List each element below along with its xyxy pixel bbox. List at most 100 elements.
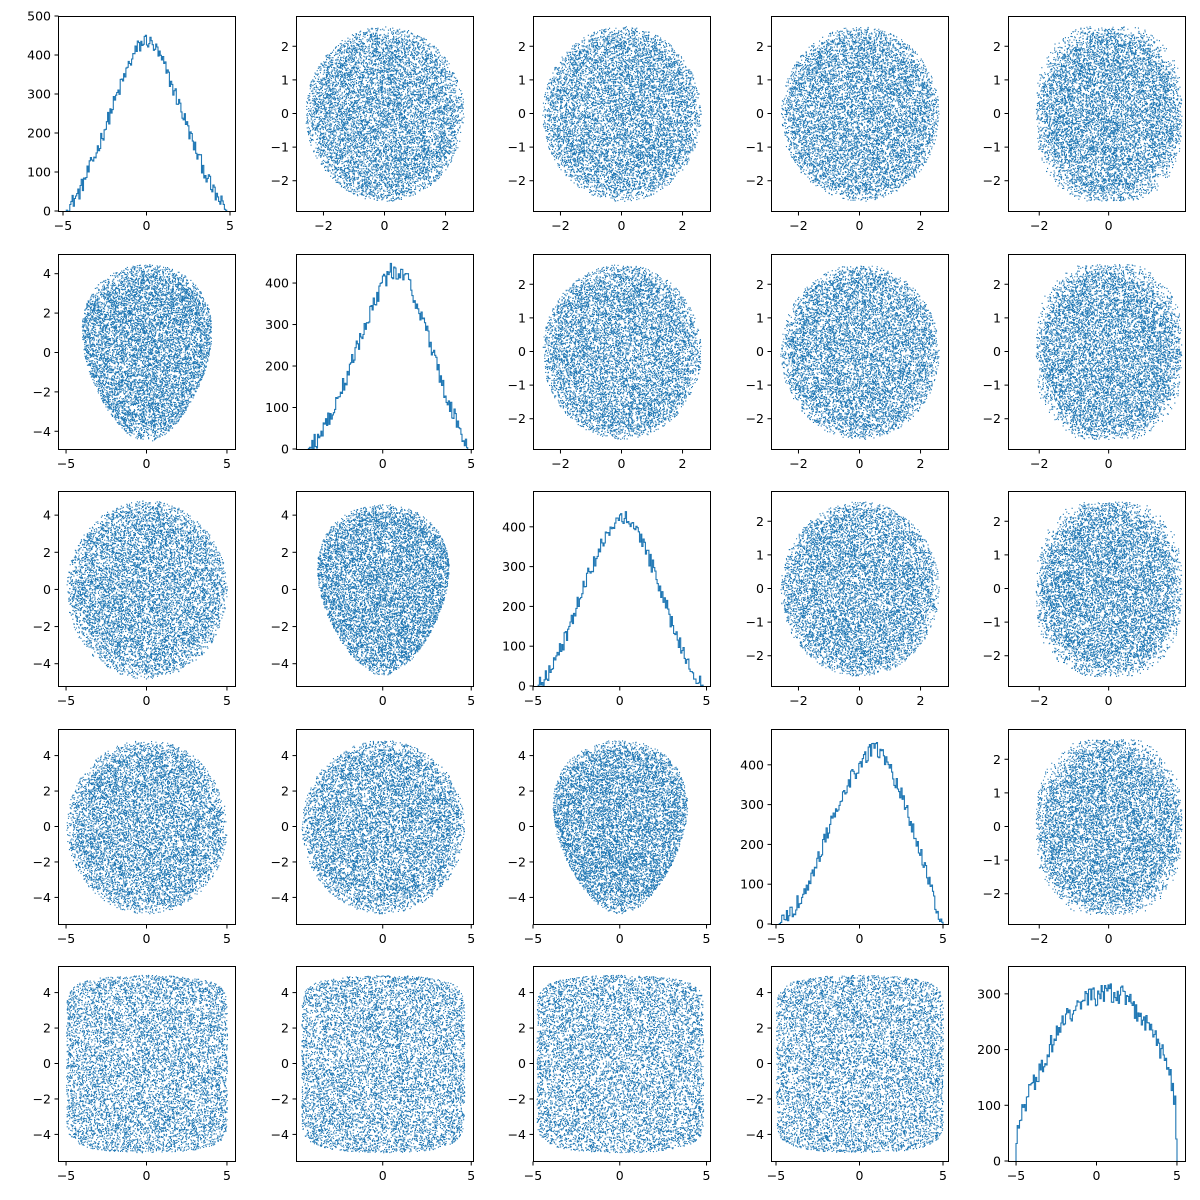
subplot-r0-c3: −2 0 2 −2 −1 0 1 2 xyxy=(746,16,949,233)
subplot-r4-c0: −5 0 5 −4 −2 0 2 4 xyxy=(33,966,236,1183)
x-tick-label: −2 xyxy=(314,218,332,233)
y-tick-label: 100 xyxy=(502,639,526,654)
x-tick-label: 0 xyxy=(379,693,387,708)
y-tick-label: 400 xyxy=(502,519,526,534)
plot-area xyxy=(1035,739,1183,915)
plot-area xyxy=(778,741,944,924)
histogram-line xyxy=(537,511,704,686)
x-tick-label: 5 xyxy=(939,1168,947,1183)
y-tick-label: 4 xyxy=(518,748,526,763)
y-tick-label: 0 xyxy=(281,1056,289,1071)
y-tick-label: 0 xyxy=(993,106,1001,121)
y-tick-label: 1 xyxy=(993,547,1001,562)
y-tick-label: −4 xyxy=(271,656,289,671)
x-tick-label: 0 xyxy=(856,218,864,233)
y-tick-label: 500 xyxy=(27,9,51,24)
y-tick-label: −4 xyxy=(33,424,51,439)
plot-area xyxy=(536,974,705,1154)
y-tick-label: −1 xyxy=(746,378,764,393)
x-tick-label: 2 xyxy=(917,456,925,471)
y-tick-label: 200 xyxy=(740,837,764,852)
y-tick-label: 0 xyxy=(993,344,1001,359)
axes-frame xyxy=(533,491,711,687)
y-tick-label: 2 xyxy=(518,277,526,292)
scatter-points xyxy=(66,740,228,915)
y-tick-label: 0 xyxy=(281,582,289,597)
y-tick-label: 0 xyxy=(993,819,1001,834)
y-tick-label: 0 xyxy=(281,442,289,457)
y-tick-label: −2 xyxy=(271,619,289,634)
y-tick-label: 0 xyxy=(281,106,289,121)
y-tick-label: −2 xyxy=(508,411,526,426)
x-tick-label: −2 xyxy=(551,456,569,471)
y-tick-label: 0 xyxy=(518,1056,526,1071)
x-tick-label: 0 xyxy=(616,931,624,946)
plot-area xyxy=(65,34,228,211)
x-tick-label: −2 xyxy=(1030,931,1048,946)
y-tick-label: 2 xyxy=(993,514,1001,529)
y-tick-label: −2 xyxy=(33,854,51,869)
y-tick-label: −2 xyxy=(33,384,51,399)
y-tick-label: 2 xyxy=(993,39,1001,54)
scatter-points xyxy=(301,975,466,1154)
y-tick-label: 400 xyxy=(265,276,289,291)
scatter-points xyxy=(1035,264,1183,440)
plot-area xyxy=(81,264,212,442)
x-tick-label: −2 xyxy=(1030,456,1048,471)
y-tick-label: 4 xyxy=(281,508,289,523)
subplot-r1-c0: −5 0 5 −4 −2 0 2 4 xyxy=(33,254,236,471)
x-tick-label: 0 xyxy=(856,693,864,708)
x-tick-label: 2 xyxy=(679,456,687,471)
y-tick-label: −4 xyxy=(271,890,289,905)
y-tick-label: 2 xyxy=(518,784,526,799)
x-tick-label: −5 xyxy=(767,1168,785,1183)
y-tick-label: 1 xyxy=(756,72,764,87)
subplot-r2-c4: −2 0 −2 −1 0 1 2 xyxy=(983,491,1186,708)
y-tick-label: 400 xyxy=(740,757,764,772)
y-tick-label: 2 xyxy=(43,306,51,321)
x-tick-label: 5 xyxy=(703,931,711,946)
scatter-points xyxy=(81,264,212,442)
y-tick-label: 2 xyxy=(756,39,764,54)
x-tick-label: −5 xyxy=(57,456,75,471)
y-tick-label: −2 xyxy=(746,411,764,426)
x-tick-label: 5 xyxy=(467,456,475,471)
y-tick-label: 4 xyxy=(756,985,764,1000)
x-tick-label: 0 xyxy=(1105,456,1113,471)
y-tick-label: 0 xyxy=(518,819,526,834)
scatter-points xyxy=(542,26,702,202)
scatter-points xyxy=(1035,739,1183,915)
y-tick-label: 0 xyxy=(756,106,764,121)
x-tick-label: 0 xyxy=(143,693,151,708)
plot-area xyxy=(537,511,704,686)
y-tick-label: −2 xyxy=(983,173,1001,188)
plot-area xyxy=(780,501,940,677)
y-tick-label: −1 xyxy=(983,378,1001,393)
x-tick-label: 0 xyxy=(1105,693,1113,708)
y-tick-label: −2 xyxy=(746,648,764,663)
x-tick-label: 5 xyxy=(223,1168,231,1183)
y-tick-label: −4 xyxy=(33,656,51,671)
plot-area xyxy=(542,26,702,202)
subplot-r3-c2: −5 0 5 −4 −2 0 2 4 xyxy=(508,729,711,946)
y-tick-label: 2 xyxy=(281,39,289,54)
subplot-r4-c3: −5 0 5 −4 −2 0 2 4 xyxy=(746,966,949,1183)
plot-area xyxy=(542,264,702,440)
x-tick-label: −2 xyxy=(1030,218,1048,233)
plot-area xyxy=(301,740,465,915)
x-tick-label: 0 xyxy=(379,456,387,471)
y-tick-label: −4 xyxy=(508,890,526,905)
x-tick-label: 5 xyxy=(223,931,231,946)
y-tick-label: 100 xyxy=(27,165,51,180)
y-tick-label: −2 xyxy=(271,173,289,188)
x-tick-label: −2 xyxy=(1030,693,1048,708)
axes-frame xyxy=(296,254,474,450)
y-tick-label: 200 xyxy=(265,359,289,374)
x-tick-label: 0 xyxy=(379,1168,387,1183)
y-tick-label: −1 xyxy=(983,140,1001,155)
y-tick-label: −1 xyxy=(508,140,526,155)
plot-area xyxy=(781,26,940,202)
subplot-r4-c2: −5 0 5 −4 −2 0 2 4 xyxy=(508,966,711,1183)
